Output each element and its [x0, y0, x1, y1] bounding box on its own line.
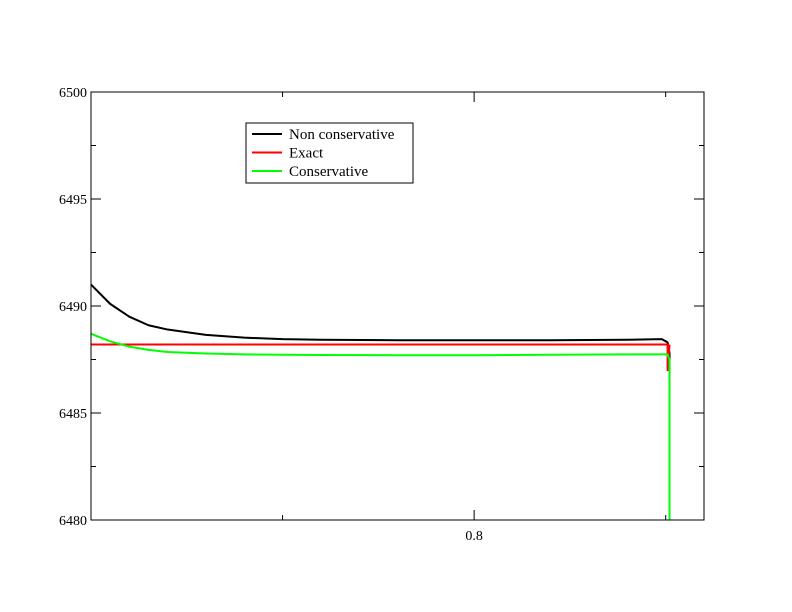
series-line-non-conservative — [90, 283, 671, 386]
y-tick-label: 6500 — [59, 86, 87, 101]
y-tick-label: 6485 — [59, 407, 87, 422]
y-tick-label: 6490 — [59, 300, 87, 315]
legend-label: Exact — [289, 146, 324, 162]
y-tick-label: 6480 — [59, 514, 87, 529]
series-line-conservative — [90, 332, 671, 520]
x-tick-label: 0.8 — [465, 529, 483, 544]
y-tick-label: 6495 — [59, 193, 87, 208]
legend-label: Non conservative — [289, 127, 395, 143]
plot-lines — [90, 283, 671, 520]
axis-tick-labels: 6480 6485 6490 6495 6500 0.8 — [59, 86, 483, 544]
legend-label: Conservative — [289, 164, 368, 180]
legend: Non conservative Exact Conservative — [245, 122, 414, 184]
axis-ticks — [91, 91, 704, 521]
